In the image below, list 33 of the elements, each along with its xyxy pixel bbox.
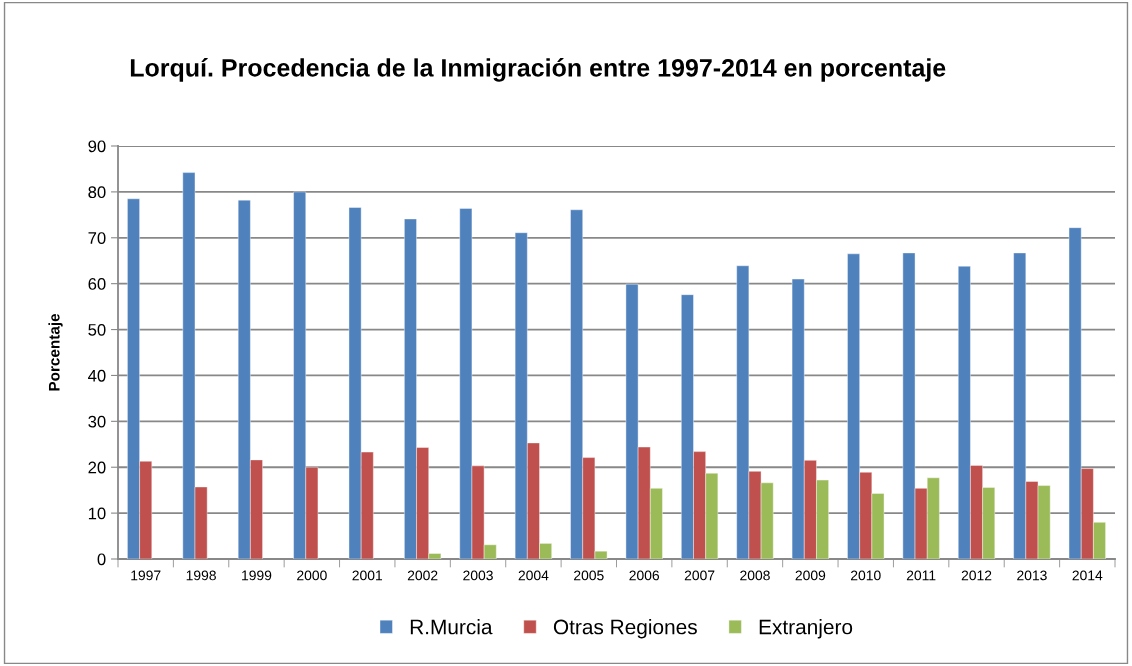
y-tick-label: 70 [88, 232, 106, 244]
x-tick-label: 1999 [242, 570, 272, 581]
x-tick-label: 2005 [574, 570, 604, 581]
y-tick-label: 80 [88, 186, 106, 199]
x-tick-label: 2001 [352, 570, 383, 581]
chart-title: Lorquí. Procedencia de la Inmigración entre 1997-2014 en porcentaje [130, 58, 946, 82]
x-tick-label: 2004 [518, 570, 549, 581]
y-tick-label: 0 [97, 553, 106, 566]
x-tick-label: 1997 [131, 570, 161, 581]
x-tick-label: 2007 [684, 570, 715, 581]
x-tick-label: 2002 [407, 570, 438, 581]
legend-label: Otras Regiones [553, 619, 697, 639]
y-tick-label: 30 [88, 415, 106, 428]
x-tick-label: 2008 [740, 570, 770, 581]
x-tick-label: 2000 [297, 570, 327, 581]
y-tick-label: 90 [88, 140, 106, 153]
y-tick-label: 10 [88, 507, 106, 520]
y-tick-label: 60 [88, 278, 106, 290]
x-tick-label: 2014 [1072, 570, 1103, 581]
x-tick-label: 2010 [851, 570, 881, 581]
y-axis-title: Porcentaje [48, 313, 63, 391]
x-tick-label: 2006 [629, 570, 660, 581]
x-tick-label: 2011 [906, 570, 936, 581]
y-tick-label: 20 [88, 461, 106, 474]
y-tick-label: 40 [88, 369, 106, 382]
legend-label: Extranjero [759, 619, 853, 639]
x-tick-label: 1998 [186, 570, 216, 581]
x-tick-label: 2013 [1017, 570, 1047, 581]
x-tick-label: 2009 [795, 570, 826, 581]
x-tick-label: 2012 [961, 570, 992, 581]
legend-label: R.Murcia [410, 619, 493, 635]
y-tick-label: 50 [88, 323, 106, 336]
x-tick-label: 2003 [463, 570, 493, 581]
